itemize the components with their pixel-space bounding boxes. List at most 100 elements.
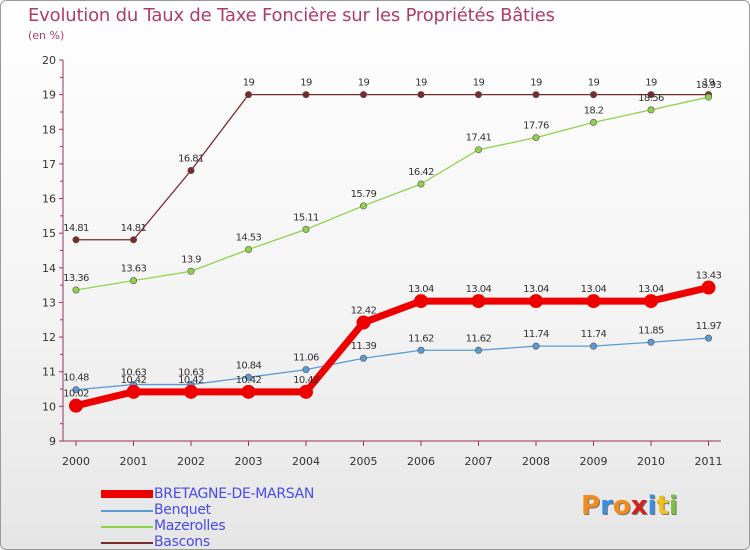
- data-point: [417, 91, 425, 99]
- data-point: [414, 294, 428, 309]
- data-label: 10.63: [178, 368, 204, 379]
- data-point: [644, 294, 658, 309]
- legend-label: Mazerolles: [154, 518, 226, 534]
- logo-letter: i: [647, 491, 657, 521]
- data-label: 16.42: [408, 167, 434, 178]
- data-point: [586, 294, 601, 309]
- data-point: [187, 267, 195, 275]
- data-label: 19: [703, 78, 715, 89]
- y-tick-label: 19: [42, 89, 56, 102]
- data-label: 11.62: [466, 333, 492, 344]
- y-tick-label: 15: [42, 227, 56, 240]
- data-label: 13.04: [638, 284, 664, 295]
- data-point: [359, 202, 367, 210]
- data-point: [72, 286, 80, 294]
- data-point: [474, 91, 482, 99]
- data-label: 10.42: [121, 375, 147, 386]
- data-point: [647, 91, 655, 99]
- chart-title: Evolution du Taux de Taxe Foncière sur l…: [28, 5, 555, 26]
- data-label: 19: [645, 78, 657, 89]
- data-label: 11.74: [523, 329, 549, 340]
- x-tick-label: 2009: [580, 455, 608, 468]
- data-point: [302, 91, 310, 99]
- data-label: 14.53: [236, 232, 262, 243]
- data-point: [245, 373, 253, 381]
- data-label: 13.9: [181, 254, 201, 265]
- data-point: [69, 398, 83, 413]
- data-point: [417, 180, 425, 188]
- legend-swatch: [101, 526, 153, 528]
- data-label: 12.42: [351, 306, 377, 317]
- data-label: 19: [243, 78, 255, 89]
- data-label: 13.04: [408, 284, 434, 295]
- data-point: [704, 334, 712, 342]
- logo-letter: t: [656, 491, 669, 521]
- data-point: [474, 346, 482, 354]
- data-label: 11.97: [696, 321, 722, 332]
- logo-letter: o: [612, 491, 631, 521]
- data-label: 18.93: [696, 80, 722, 91]
- y-tick-label: 14: [42, 262, 56, 275]
- series-line-bretagne-de-marsan: [75, 284, 710, 410]
- x-tick-label: 2004: [292, 455, 320, 468]
- data-point: [299, 384, 313, 399]
- data-label: 16.81: [178, 153, 204, 164]
- data-point: [245, 245, 253, 253]
- data-label: 10.84: [236, 360, 262, 371]
- data-point: [187, 166, 195, 174]
- data-label: 10.42: [236, 375, 262, 386]
- data-label: 10.42: [293, 375, 319, 386]
- data-label: 14.81: [63, 223, 89, 234]
- logo-letter: r: [600, 491, 613, 521]
- data-label: 10.02: [63, 389, 89, 400]
- logo-letter: i: [668, 491, 678, 521]
- data-label: 18.2: [584, 105, 604, 116]
- data-point: [532, 134, 540, 142]
- data-label: 19: [473, 78, 485, 89]
- data-label: 10.63: [121, 368, 147, 379]
- x-tick-label: 2011: [695, 455, 723, 468]
- data-point: [589, 91, 597, 99]
- legend-label: Bascons: [154, 534, 210, 550]
- data-point: [471, 294, 486, 309]
- y-tick-label: 16: [42, 193, 56, 206]
- data-point: [72, 236, 80, 244]
- legend-swatch: [101, 490, 153, 498]
- data-point: [359, 354, 367, 362]
- data-point: [704, 93, 712, 101]
- data-label: 17.41: [466, 133, 492, 144]
- series-line-bascons: [76, 93, 709, 241]
- data-point: [130, 277, 138, 285]
- data-label: 11.39: [351, 341, 377, 352]
- x-tick-label: 2005: [350, 455, 378, 468]
- data-label: 11.85: [638, 325, 664, 336]
- data-label: 13.36: [63, 273, 89, 284]
- data-point: [589, 118, 597, 126]
- data-point: [532, 91, 540, 99]
- data-point: [72, 386, 80, 394]
- data-point: [126, 384, 141, 399]
- data-label: 14.81: [121, 223, 147, 234]
- data-label: 13.04: [523, 284, 549, 295]
- y-tick-label: 12: [42, 331, 56, 344]
- data-point: [302, 225, 310, 233]
- data-point: [589, 342, 597, 350]
- logo-letter: P: [581, 491, 601, 521]
- data-point: [245, 91, 253, 99]
- data-label: 10.42: [178, 375, 204, 386]
- x-tick-label: 2008: [522, 455, 550, 468]
- data-point: [302, 366, 310, 374]
- data-point: [130, 236, 138, 244]
- legend-label: Benquet: [154, 502, 211, 518]
- y-tick-label: 9: [49, 435, 56, 448]
- x-tick-label: 2000: [62, 455, 90, 468]
- data-point: [474, 146, 482, 154]
- data-label: 11.62: [408, 333, 434, 344]
- data-label: 13.04: [466, 284, 492, 295]
- series-line-benquet: [75, 337, 709, 391]
- data-label: 17.76: [523, 121, 549, 132]
- x-tick-label: 2002: [177, 455, 205, 468]
- logo-letter: x: [630, 491, 648, 521]
- data-point: [241, 384, 256, 399]
